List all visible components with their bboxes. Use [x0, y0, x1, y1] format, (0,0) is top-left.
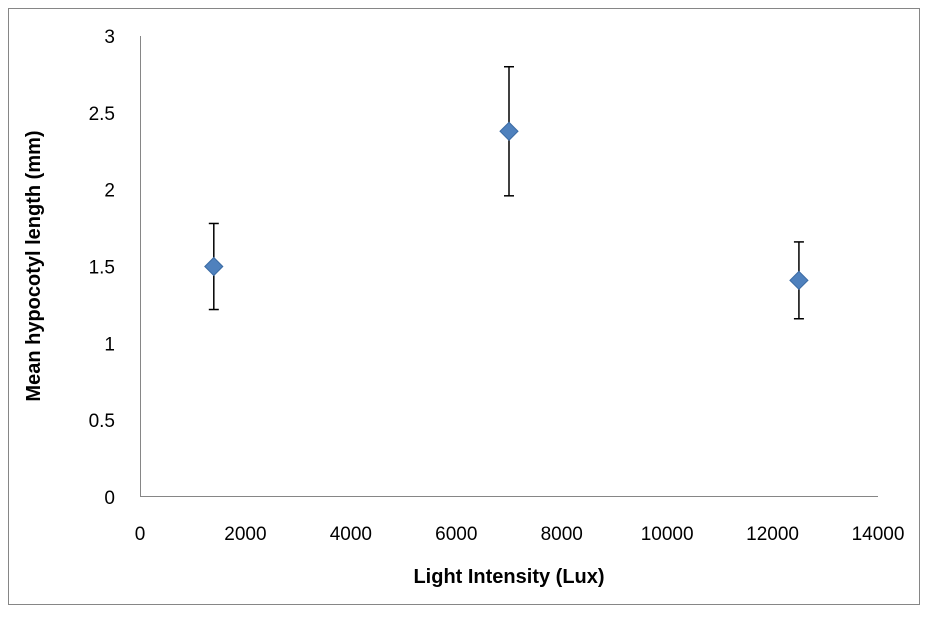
- y-axis-title: Mean hypocotyl length (mm): [23, 130, 45, 401]
- y-tick-label: 0.5: [89, 411, 115, 432]
- y-tick-labels: 0 0.5 1 1.5 2 2.5 3: [89, 27, 115, 509]
- y-tick-label: 1.5: [89, 258, 115, 279]
- x-tick-label: 14000: [852, 524, 905, 545]
- x-tick-label: 4000: [330, 524, 372, 545]
- x-tick-labels: 0 2000 4000 6000 8000 10000 12000 14000: [135, 524, 905, 545]
- chart-border: [8, 8, 920, 605]
- y-tick-label: 0: [104, 488, 115, 509]
- x-axis-title: Light Intensity (Lux): [413, 566, 604, 588]
- y-tick-label: 2: [104, 181, 115, 202]
- data-points: [204, 65, 809, 320]
- data-point: [789, 270, 809, 291]
- x-tick-label: 10000: [641, 524, 694, 545]
- y-tick-label: 2.5: [89, 104, 115, 125]
- data-point: [499, 121, 519, 141]
- x-tick-label: 2000: [224, 524, 266, 545]
- y-tick-label: 1: [104, 334, 115, 355]
- x-tick-label: 0: [135, 524, 146, 545]
- x-tick-label: 6000: [435, 524, 477, 545]
- data-point: [204, 256, 224, 277]
- x-tick-label: 8000: [541, 524, 583, 545]
- x-tick-label: 12000: [746, 524, 799, 545]
- y-tick-label: 3: [104, 27, 115, 48]
